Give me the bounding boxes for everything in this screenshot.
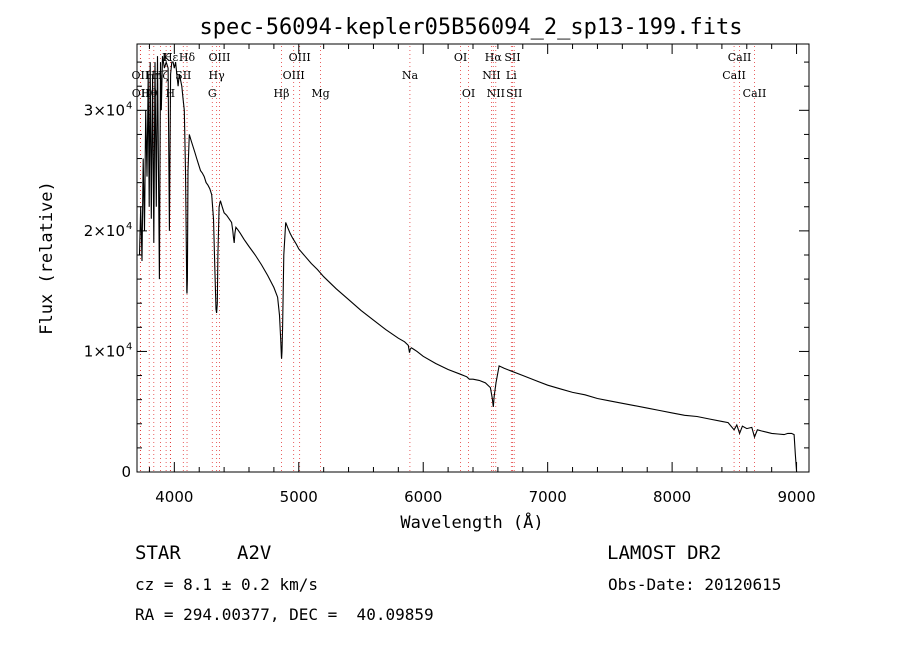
line-label: Hγ [209,69,226,82]
line-label: Li [506,69,517,82]
y-axis-label: Flux (relative) [37,181,57,335]
spectral-line-markers [139,46,755,471]
line-label: OI [462,87,475,100]
line-label: CaII [722,69,746,82]
y-tick-exponent: 4 [126,341,132,352]
line-label: Hβ [274,87,290,100]
plot-frame [136,43,810,473]
line-label: Hδ [179,51,196,64]
line-label: NII [482,69,500,82]
y-tick-label: 1×10 [84,342,125,360]
line-label: Na [402,69,419,82]
y-axis-ticks: 01×10 42×10 43×10 4 [84,61,809,481]
spectrum-line [138,56,798,473]
object-class: STAR [135,542,181,564]
line-label: SII [506,87,522,100]
line-label: CaII [743,87,767,100]
x-tick-label: 5000 [280,488,318,506]
survey-name: LAMOST DR2 [607,542,722,564]
y-tick-label: 2×10 [84,222,125,240]
line-label: G [208,87,217,100]
line-label: CaII [728,51,752,64]
line-label: Hε [163,51,179,64]
x-tick-label: 4000 [155,488,193,506]
observation-date: Obs-Date: 20120615 [608,575,782,594]
line-label: NII [487,87,505,100]
line-label: OII [132,69,150,82]
y-tick-exponent: 4 [126,100,132,111]
x-tick-label: 8000 [653,488,691,506]
line-label: OI [454,51,467,64]
spectral-subclass: A2V [237,542,272,564]
chart-title: spec-56094-kepler05B56094_2_sp13-199.fit… [199,15,742,40]
line-label: OIII [289,51,311,64]
line-label: Hθ [141,87,158,100]
coordinates: RA = 294.00377, DEC = 40.09859 [135,605,434,624]
x-tick-label: 7000 [529,488,567,506]
line-label: OII [132,87,150,100]
line-label: Mg [311,87,329,100]
x-axis-ticks: 4000 5000 6000 7000 8000 9000 [148,44,816,506]
x-tick-label: 6000 [404,488,442,506]
y-tick-label: 0 [121,463,131,481]
line-label: OIII [208,51,230,64]
line-label: OIII [283,69,305,82]
x-axis-label: Wavelength (Å) [400,511,543,533]
x-tick-label: 9000 [777,488,815,506]
y-tick-exponent: 4 [126,221,132,232]
redshift-value: cz = 8.1 ± 0.2 km/s [135,575,319,594]
line-label: Hα [485,51,503,64]
y-tick-label: 3×10 [84,101,125,119]
line-label: K [162,51,171,64]
line-label: SII [504,51,520,64]
